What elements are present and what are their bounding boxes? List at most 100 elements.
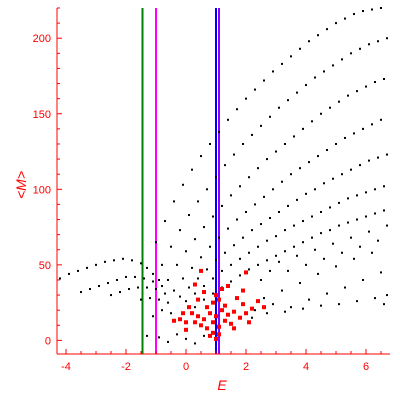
data-point [287,204,289,207]
data-point [239,257,241,260]
data-point [196,314,200,319]
data-point [209,142,211,145]
data-point [326,149,328,152]
data-point [122,257,124,260]
data-point [248,268,250,271]
data-point [223,318,227,323]
data-point [59,277,61,280]
data-point [260,223,262,226]
data-point [244,311,248,316]
data-point [284,310,286,313]
data-point [208,311,212,316]
data-point [380,118,382,121]
data-point [197,277,199,280]
data-point [347,221,349,224]
data-point [365,85,367,88]
data-point [299,281,301,284]
data-point [167,278,169,281]
data-point [383,185,385,188]
data-point [182,183,184,186]
data-point [184,327,188,332]
data-point [362,278,364,281]
data-point [155,288,157,291]
data-point [221,204,223,207]
data-point [203,298,205,301]
data-point [226,284,230,289]
data-point [214,314,218,319]
data-point [317,34,319,37]
data-point [299,47,301,50]
data-point [241,302,245,307]
data-point [254,309,256,312]
data-point [242,236,244,239]
data-point [374,212,376,215]
data-point [353,257,355,260]
data-point [329,206,331,209]
data-point [383,78,385,81]
data-point [224,164,226,167]
data-point [190,311,194,316]
x-tick-label: 0 [183,361,189,373]
y-tick-label: 200 [33,33,51,45]
data-point [239,274,241,277]
data-point [223,303,227,308]
data-point [170,312,172,315]
data-point [181,311,185,316]
data-point [317,155,319,158]
data-point [377,156,379,159]
data-point [323,182,325,185]
x-axis-label: E [217,377,227,393]
data-point [193,282,197,287]
data-point [226,312,230,317]
data-point [218,236,220,239]
data-point [247,320,251,325]
data-point [353,13,355,16]
y-tick-label: 50 [39,260,51,272]
data-point [326,292,328,295]
data-point [233,153,235,156]
data-point [176,263,178,266]
data-point [193,320,197,325]
data-point [176,333,178,336]
data-point [146,286,148,289]
data-point [311,215,313,218]
data-point [281,289,283,292]
data-point [206,188,208,191]
data-point [248,176,250,179]
data-point [167,340,169,343]
data-point [332,177,334,180]
data-point [347,197,349,200]
data-point [320,304,322,307]
data-point [95,263,97,266]
data-point [380,7,382,9]
data-point [206,268,208,271]
axes [56,8,390,355]
data-point [368,159,370,162]
data-point [203,285,205,288]
data-point [287,269,289,272]
data-point [214,336,218,341]
data-point [287,99,289,102]
data-point [251,133,253,136]
data-point [302,127,304,130]
data-point [140,298,142,301]
data-point [86,266,88,269]
data-point [110,294,112,297]
data-point [383,303,385,306]
data-point [338,201,340,204]
data-point [164,220,166,223]
data-point [374,188,376,191]
y-tick-label: 150 [33,109,51,121]
data-point [368,230,370,233]
data-point [254,88,256,91]
data-point [275,150,277,153]
data-point [236,108,238,111]
data-point [356,218,358,221]
data-point [185,337,187,340]
data-point [284,142,286,145]
data-point [386,37,388,40]
data-point [329,229,331,232]
data-point [113,259,115,262]
data-point [356,300,358,303]
